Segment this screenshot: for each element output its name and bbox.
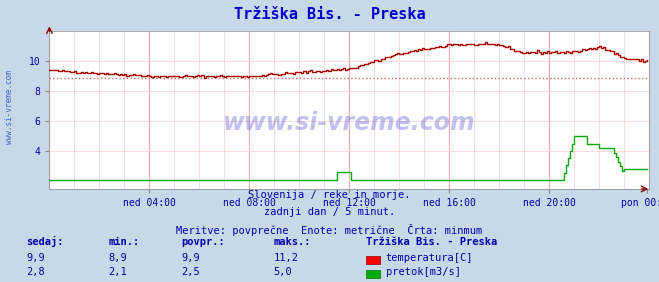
Text: Meritve: povprečne  Enote: metrične  Črta: minmum: Meritve: povprečne Enote: metrične Črta:… xyxy=(177,224,482,236)
Text: Tržiška Bis. - Preska: Tržiška Bis. - Preska xyxy=(366,237,497,247)
Text: www.si-vreme.com: www.si-vreme.com xyxy=(223,111,476,135)
Text: zadnji dan / 5 minut.: zadnji dan / 5 minut. xyxy=(264,207,395,217)
Text: pretok[m3/s]: pretok[m3/s] xyxy=(386,267,461,277)
Text: 5,0: 5,0 xyxy=(273,267,292,277)
Text: Slovenija / reke in morje.: Slovenija / reke in morje. xyxy=(248,190,411,200)
Text: povpr.:: povpr.: xyxy=(181,237,225,247)
Text: 8,9: 8,9 xyxy=(109,253,127,263)
Text: maks.:: maks.: xyxy=(273,237,311,247)
Text: 11,2: 11,2 xyxy=(273,253,299,263)
Text: www.si-vreme.com: www.si-vreme.com xyxy=(5,70,14,144)
Text: 9,9: 9,9 xyxy=(181,253,200,263)
Text: 9,9: 9,9 xyxy=(26,253,45,263)
Text: temperatura[C]: temperatura[C] xyxy=(386,253,473,263)
Text: 2,5: 2,5 xyxy=(181,267,200,277)
Text: min.:: min.: xyxy=(109,237,140,247)
Text: Tržiška Bis. - Preska: Tržiška Bis. - Preska xyxy=(234,7,425,22)
Text: sedaj:: sedaj: xyxy=(26,236,64,247)
Text: 2,1: 2,1 xyxy=(109,267,127,277)
Text: 2,8: 2,8 xyxy=(26,267,45,277)
